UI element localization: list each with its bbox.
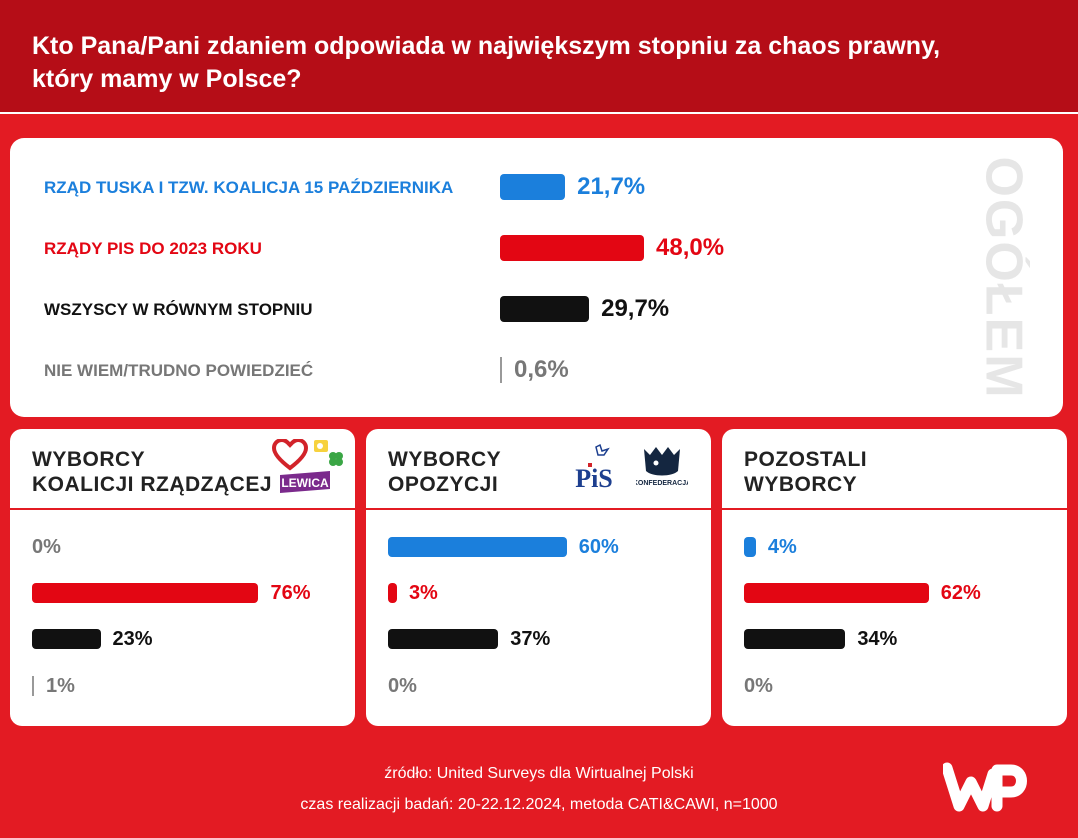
footer-source: źródło: United Surveys dla Wirtualnej Po… [384,765,694,782]
title-line-2: który mamy w Polsce? [32,65,302,93]
overall-bar [500,235,644,261]
group-bar [32,583,259,603]
konfederacja-logo-icon: KONFEDERACJA [636,447,688,487]
header-band [0,0,1078,112]
group-bar [32,676,34,696]
overall-value-label: 0,6% [514,356,569,383]
overall-title-text: OGÓŁEM [974,158,1030,398]
overall-value-label: 21,7% [577,173,646,200]
group-value-label: 76% [270,582,311,604]
overall-category-label: WSZYSCY W RÓWNYM STOPNIU [44,300,313,319]
group-bar [388,537,567,557]
overall-vertical-title: OGÓŁEM [974,156,1032,399]
group-bar [744,537,756,557]
card-title: WYBORCY OPOZYCJI [388,447,501,497]
overall-bar [500,357,502,383]
group-bar [744,583,929,603]
card-title-line-1: POZOSTALI [744,448,868,471]
title-line-1: Kto Pana/Pani zdaniem odpowiada w najwię… [32,32,941,60]
overall-bar [500,296,590,322]
group-value-label: 34% [857,628,898,650]
group-bar [744,629,846,649]
overall-chart-card: RZĄD TUSKA I TZW. KOALICJA 15 PAŹDZIERNI… [10,138,1063,417]
lewica-logo-icon: LEWICA [280,471,330,493]
group-value-label: 23% [112,628,153,650]
svg-text:LEWICA: LEWICA [281,476,329,490]
overall-category-label: NIE WIEM/TRUDNO POWIEDZIEĆ [44,361,314,380]
group-value-label: 4% [767,536,797,558]
svg-text:KONFEDERACJA: KONFEDERACJA [636,480,688,487]
group-value-label: 60% [578,536,619,558]
svg-text:PiS: PiS [575,464,613,493]
group-bar [388,629,499,649]
overall-category-label: RZĄD TUSKA I TZW. KOALICJA 15 PAŹDZIERNI… [44,178,454,197]
header-divider [0,112,1078,114]
wp-logo-icon [943,762,1027,812]
overall-bar [500,174,566,200]
overall-value-label: 48,0% [656,234,725,261]
card-title: WYBORCY KOALICJI RZĄDZĄCEJ [32,447,272,497]
card-title: POZOSTALI WYBORCY [744,447,867,497]
card-divider [722,508,1067,510]
group-bar [32,629,101,649]
card-title-line-1: WYBORCY [388,448,502,471]
card-divider [366,508,711,510]
group-value-label: 37% [510,628,551,650]
group-value-label: 62% [940,582,981,604]
group-value-label: 3% [408,582,438,604]
card-title-line-2: OPOZYCJI [388,473,499,496]
psl-clover-icon [329,452,343,466]
group-bar [388,583,397,603]
group-value-label: 0% [744,675,773,697]
card-title-line-1: WYBORCY [32,448,146,471]
pis-logo-icon: PiS [575,443,613,493]
group-value-label: 0% [388,675,417,697]
card-title-line-2: KOALICJI RZĄDZĄCEJ [32,473,273,496]
overall-category-label: RZĄDY PIS DO 2023 ROKU [44,239,262,258]
footer-method: czas realizacji badań: 20-22.12.2024, me… [300,796,778,813]
polska2050-logo-icon [314,440,328,452]
group-value-label: 0% [32,536,61,558]
opposition-voters-card: WYBORCY OPOZYCJI PiS KONFEDERACJA 60% 3% 3… [366,429,711,726]
group-value-label: 1% [46,675,75,697]
other-voters-card: POZOSTALI WYBORCY 4% 62% 34% 0% [722,429,1067,726]
coalition-voters-card: WYBORCY KOALICJI RZĄDZĄCEJ LEWICA 0% 76% 2… [10,429,355,726]
overall-value-label: 29,7% [601,295,670,322]
page-title: Kto Pana/Pani zdaniem odpowiada w najwię… [32,30,1032,96]
card-title-line-2: WYBORCY [744,473,858,496]
card-divider [10,508,355,510]
overall-side-label: OGÓŁEM [970,156,1032,399]
heart-logo-icon [272,439,308,471]
